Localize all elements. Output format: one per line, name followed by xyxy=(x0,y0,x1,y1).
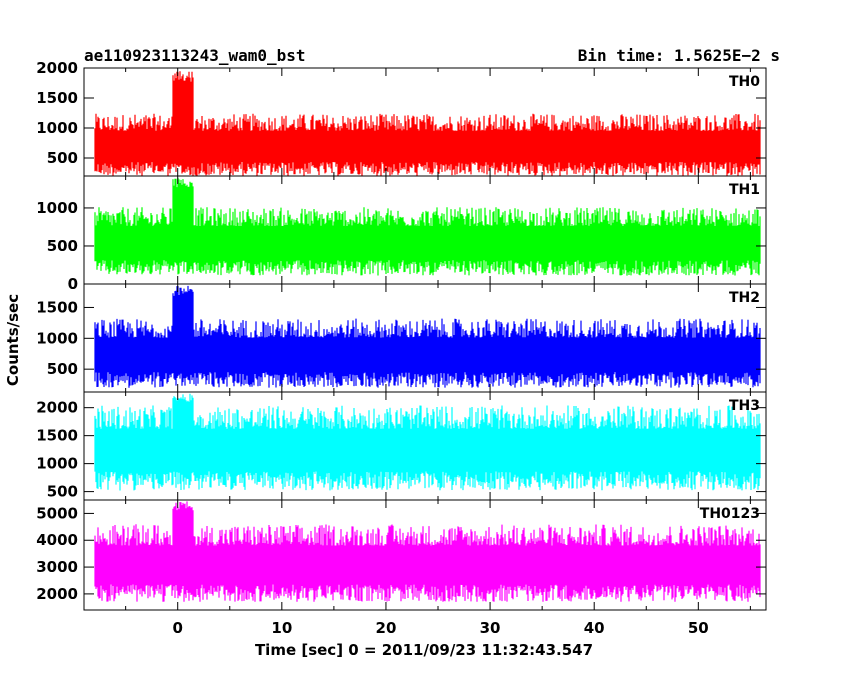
y-tick-label: 5000 xyxy=(36,504,78,522)
y-tick-label: 1500 xyxy=(36,89,78,107)
y-tick-label: 1500 xyxy=(36,427,78,445)
x-tick-label: 50 xyxy=(688,619,709,637)
panel-th2: 500 1000 1500 TH2 xyxy=(36,283,767,393)
series-th0123 xyxy=(94,501,761,602)
panel-th0: 500 1000 1500 2000 TH0 xyxy=(36,59,767,177)
y-tick-label: 3000 xyxy=(36,558,78,576)
y-axis-label: Counts/sec xyxy=(4,294,22,386)
series-th2 xyxy=(94,285,761,388)
y-tick-label: 1000 xyxy=(36,119,78,137)
series-th1 xyxy=(94,177,761,276)
x-tick-label: 30 xyxy=(480,619,501,637)
x-tick-label: 20 xyxy=(376,619,397,637)
y-tick-label: 500 xyxy=(47,237,78,255)
y-tick-label: 1000 xyxy=(36,455,78,473)
chart-title-right: Bin time: 1.5625E−2 s xyxy=(578,46,780,65)
y-tick-label: 2000 xyxy=(36,399,78,417)
y-tick-label: 1000 xyxy=(36,199,78,217)
y-tick-label: 500 xyxy=(47,360,78,378)
x-tick-label: 40 xyxy=(584,619,605,637)
y-tick-label: 2000 xyxy=(36,585,78,603)
y-tick-label: 4000 xyxy=(36,531,78,549)
series-th0 xyxy=(94,71,761,176)
panel-label: TH1 xyxy=(729,182,760,198)
y-tick-label: 1000 xyxy=(36,329,78,347)
y-tick-label: 0 xyxy=(68,275,78,293)
panel-label: TH0123 xyxy=(700,506,760,522)
x-axis-label: Time [sec] 0 = 2011/09/23 11:32:43.547 xyxy=(255,641,593,659)
panels: 500100015002000TH005001000TH150010001500… xyxy=(36,59,767,637)
panel-th1: 0 500 1000 TH1 xyxy=(36,175,767,293)
panel-frame xyxy=(83,499,767,611)
chart-title-left: ae110923113243_wam0_bst xyxy=(84,46,306,65)
y-tick-label: 2000 xyxy=(36,59,78,77)
panel-th3: 500 1000 1500 2000 TH3 xyxy=(36,391,767,501)
x-tick-label: 10 xyxy=(271,619,292,637)
panel-th0123: 2000 3000 4000 5000 TH0123 xyxy=(36,499,767,611)
panel-label: TH2 xyxy=(729,290,760,306)
x-tick-label: 0 xyxy=(172,619,182,637)
panel-label: TH0 xyxy=(729,74,760,90)
y-tick-label: 1500 xyxy=(36,298,78,316)
y-tick-label: 500 xyxy=(47,149,78,167)
panel-label: TH3 xyxy=(729,398,760,414)
y-tick-label: 500 xyxy=(47,483,78,501)
series-th3 xyxy=(94,393,761,491)
